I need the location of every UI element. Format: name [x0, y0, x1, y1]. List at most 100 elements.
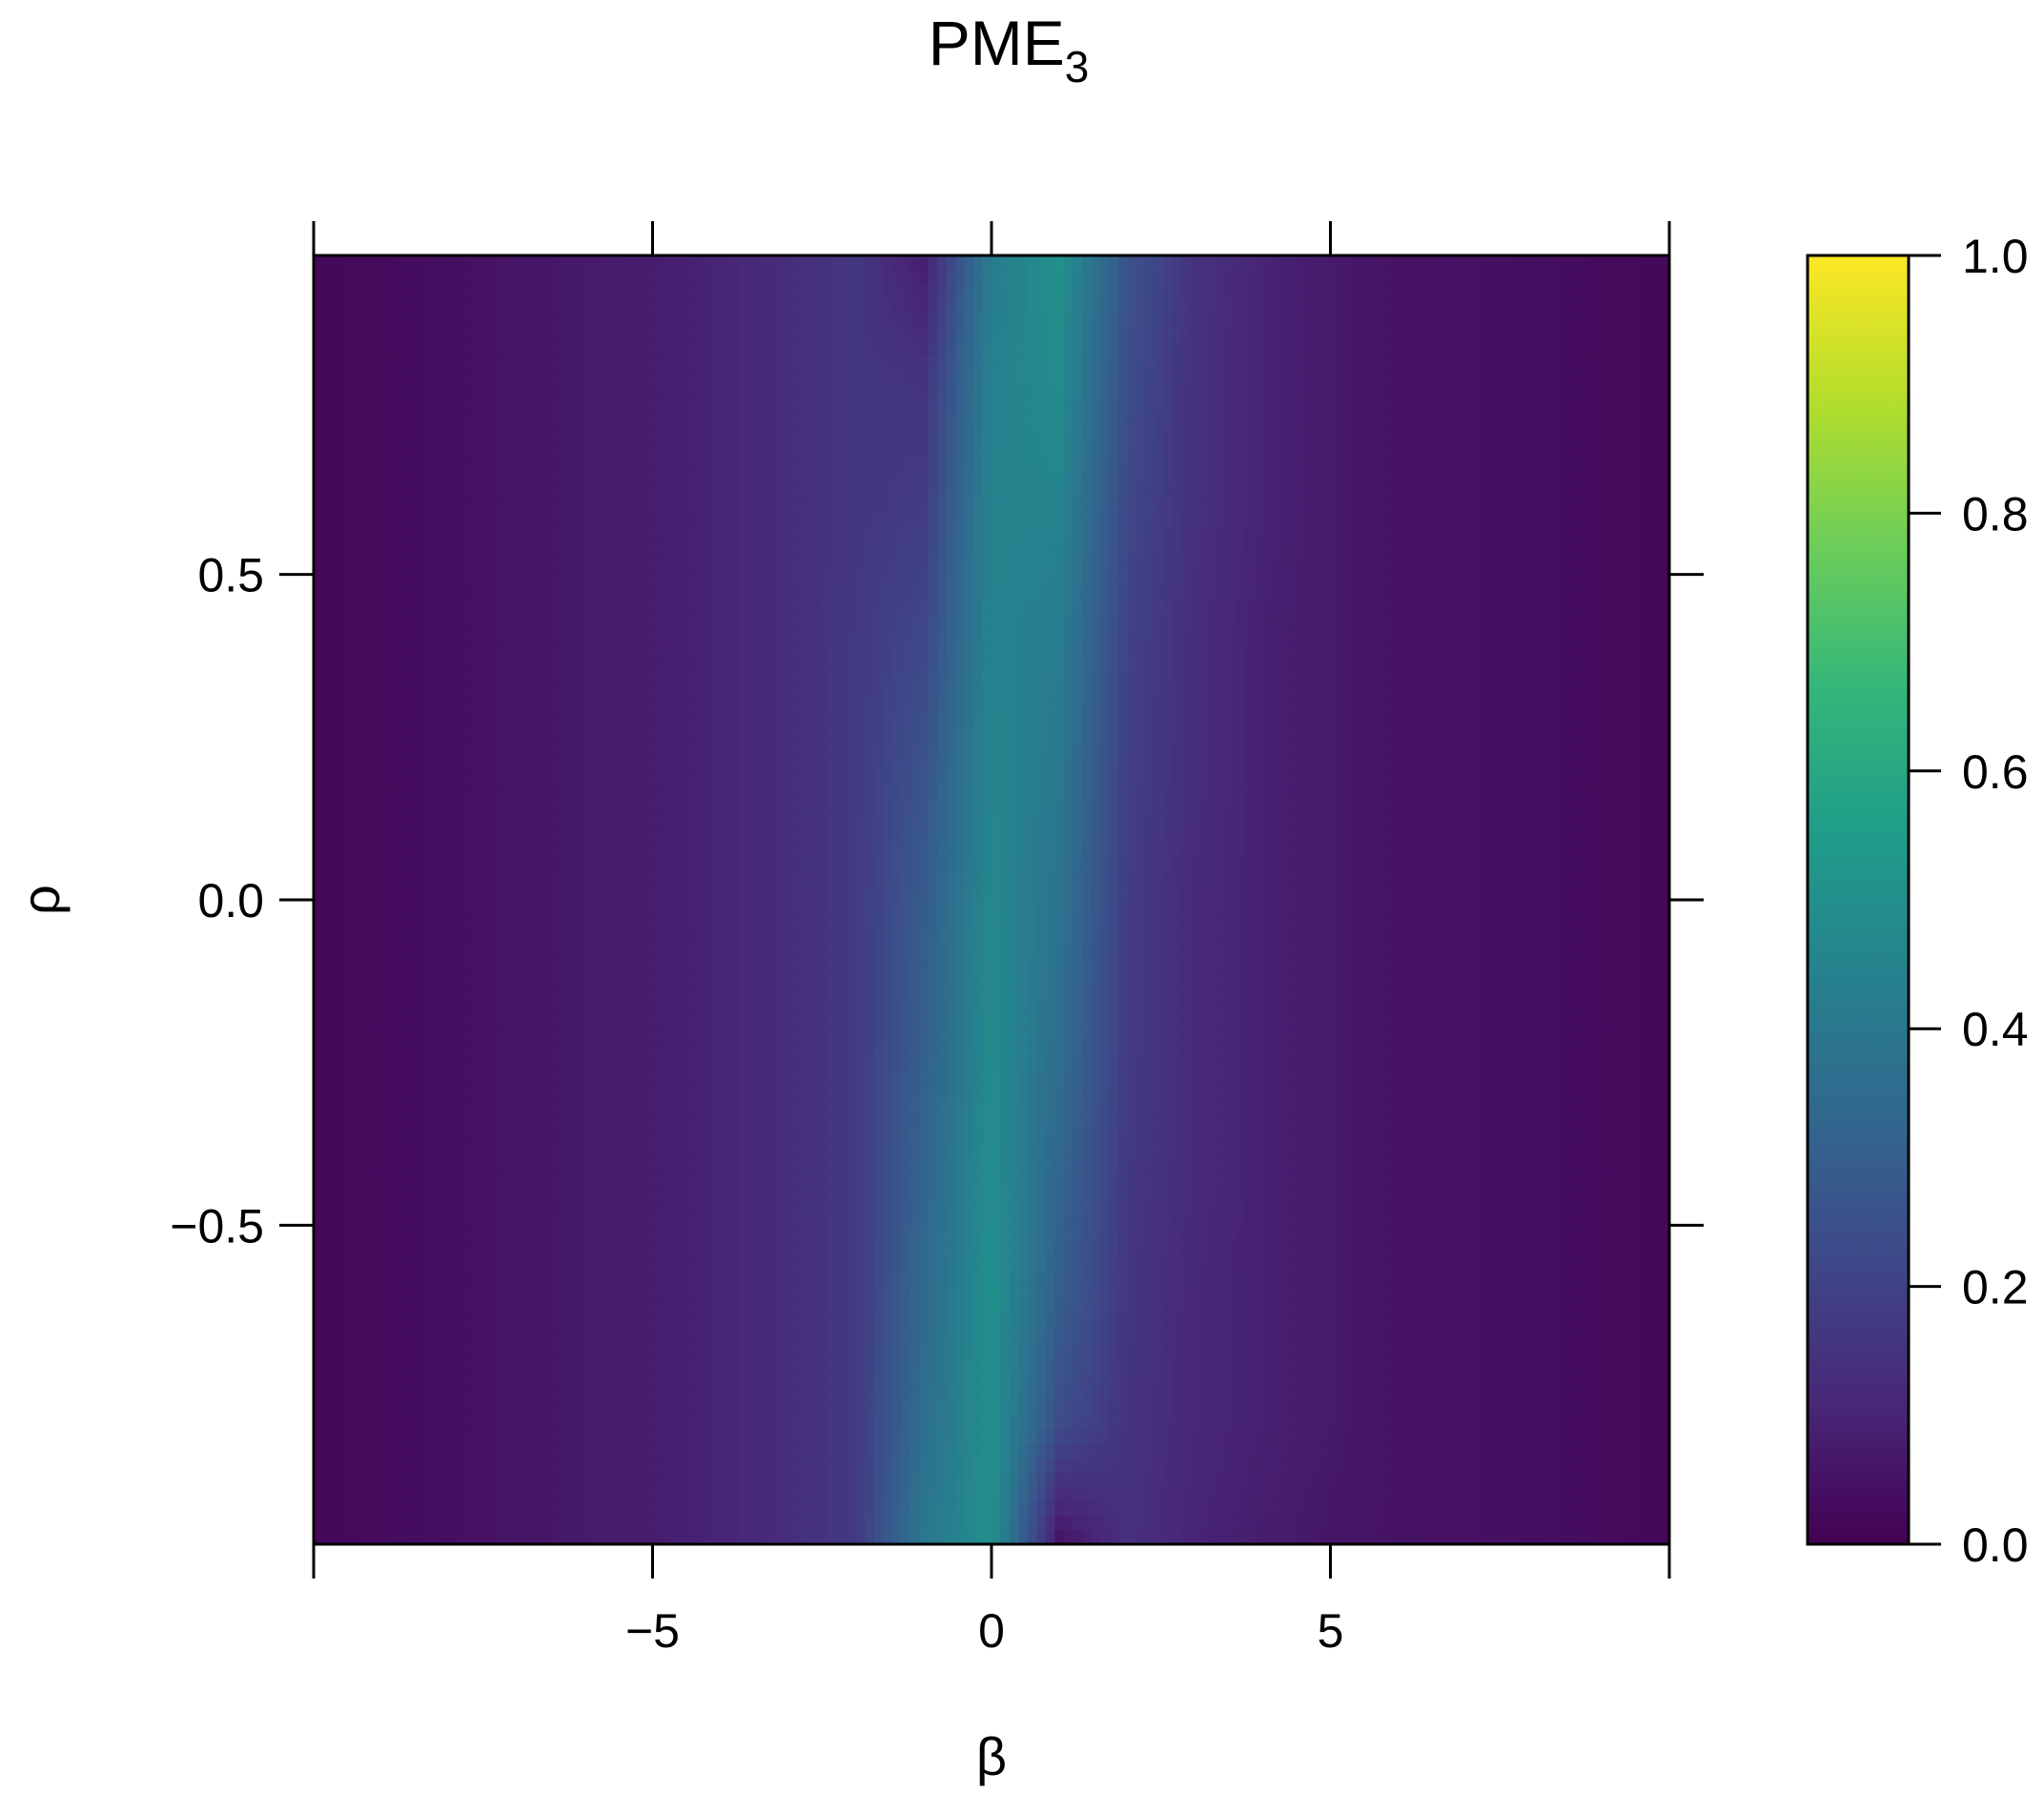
heatmap-cell	[1380, 255, 1390, 271]
heatmap-cell	[801, 670, 812, 686]
heatmap-cell	[647, 384, 659, 400]
heatmap-cell	[1380, 370, 1390, 385]
heatmap-cell	[494, 613, 504, 629]
heatmap-cell	[540, 499, 550, 515]
heatmap-cell	[584, 255, 595, 271]
heatmap-cell	[901, 470, 911, 486]
heatmap-cell	[1569, 670, 1580, 686]
heatmap-cell	[1543, 584, 1553, 601]
heatmap-cell	[575, 727, 586, 744]
heatmap-cell	[937, 341, 948, 357]
heatmap-cell	[847, 656, 857, 672]
heatmap-cell	[720, 541, 730, 558]
heatmap-cell	[1208, 656, 1218, 672]
heatmap-cell	[476, 527, 486, 543]
heatmap-cell	[792, 599, 803, 615]
heatmap-cell	[349, 541, 360, 558]
heatmap-cell	[512, 684, 522, 701]
heatmap-cell	[1597, 356, 1607, 371]
heatmap-cell	[928, 713, 938, 729]
heatmap-cell	[1163, 684, 1174, 701]
heatmap-cell	[675, 584, 685, 601]
heatmap-cell	[593, 713, 604, 729]
heatmap-cell	[603, 599, 613, 615]
heatmap-cell	[729, 699, 740, 715]
heatmap-cell	[1325, 356, 1337, 371]
heatmap-cell	[1217, 599, 1228, 615]
heatmap-cell	[855, 499, 867, 515]
heatmap-cell	[494, 356, 504, 371]
heatmap-cell	[1561, 470, 1571, 486]
heatmap-cell	[873, 384, 885, 400]
heatmap-cell	[738, 284, 748, 299]
heatmap-cell	[1054, 427, 1065, 443]
heatmap-cell	[1091, 584, 1101, 601]
heatmap-cell	[540, 384, 550, 400]
heatmap-cell	[801, 599, 812, 615]
heatmap-cell	[1605, 327, 1616, 342]
heatmap-cell	[331, 341, 342, 357]
heatmap-cell	[557, 541, 568, 558]
heatmap-cell	[1470, 356, 1481, 371]
heatmap-cell	[1398, 327, 1408, 342]
heatmap-cell	[358, 599, 369, 615]
heatmap-cell	[873, 556, 885, 572]
heatmap-cell	[1551, 656, 1563, 672]
heatmap-cell	[657, 499, 667, 515]
heatmap-cell	[503, 556, 514, 572]
heatmap-cell	[1579, 513, 1589, 529]
heatmap-cell	[385, 413, 397, 429]
heatmap-cell	[593, 584, 604, 601]
heatmap-cell	[1461, 527, 1472, 543]
heatmap-cell	[946, 556, 956, 572]
heatmap-cell	[873, 670, 885, 686]
heatmap-cell	[1434, 556, 1444, 572]
heatmap-cell	[367, 713, 378, 729]
heatmap-cell	[1579, 356, 1589, 371]
heatmap-cell	[467, 642, 478, 658]
heatmap-cell	[1253, 499, 1264, 515]
heatmap-cell	[964, 370, 974, 385]
heatmap-cell	[377, 556, 387, 572]
heatmap-cell	[1624, 398, 1634, 415]
heatmap-cell	[991, 513, 1002, 529]
heatmap-cell	[1425, 513, 1436, 529]
heatmap-cell	[1298, 413, 1309, 429]
heatmap-cell	[675, 656, 685, 672]
heatmap-cell	[431, 327, 441, 342]
heatmap-cell	[1569, 327, 1580, 342]
heatmap-cell	[801, 584, 812, 601]
heatmap-cell	[593, 599, 604, 615]
heatmap-cell	[1343, 656, 1354, 672]
heatmap-cell	[566, 642, 577, 658]
heatmap-cell	[485, 613, 496, 629]
heatmap-cell	[1063, 327, 1074, 342]
heatmap-cell	[647, 341, 659, 357]
heatmap-cell	[1452, 313, 1462, 328]
heatmap-cell	[1398, 356, 1408, 371]
heatmap-cell	[657, 427, 667, 443]
heatmap-cell	[314, 627, 324, 643]
heatmap-cell	[566, 356, 577, 371]
heatmap-cell	[1597, 255, 1607, 271]
heatmap-cell	[603, 670, 613, 686]
heatmap-cell	[756, 541, 766, 558]
heatmap-cell	[1361, 298, 1372, 314]
heatmap-cell	[1226, 684, 1237, 701]
heatmap-cell	[1298, 384, 1309, 400]
heatmap-cell	[621, 356, 631, 371]
heatmap-cell	[1036, 313, 1047, 328]
heatmap-cell	[1515, 613, 1526, 629]
heatmap-cell	[1624, 284, 1634, 299]
heatmap-cell	[1045, 670, 1056, 686]
heatmap-cell	[1000, 255, 1011, 271]
heatmap-cell	[377, 670, 387, 686]
heatmap-cell	[485, 298, 496, 314]
heatmap-cell	[1045, 627, 1056, 643]
heatmap-cell	[530, 670, 541, 686]
heatmap-cell	[1461, 341, 1472, 357]
heatmap-cell	[955, 613, 966, 629]
heatmap-cell	[855, 384, 867, 400]
heatmap-cell	[711, 513, 722, 529]
heatmap-cell	[403, 613, 415, 629]
